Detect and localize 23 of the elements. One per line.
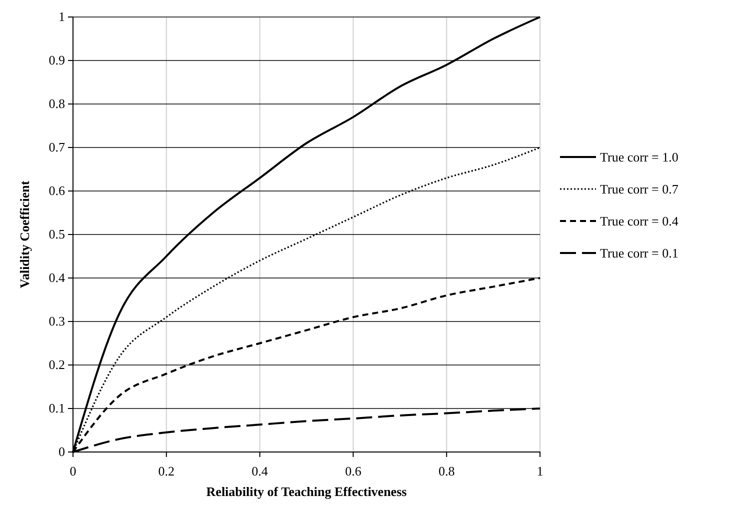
x-tick-label: 0 xyxy=(70,464,76,479)
x-tick-label: 1 xyxy=(536,464,544,479)
y-tick-label: 1 xyxy=(58,9,65,24)
y-axis-title: Validity Coefficient xyxy=(17,180,32,288)
y-tick-label: 0.6 xyxy=(48,183,66,198)
x-tick-label: 0.2 xyxy=(158,464,175,479)
x-tick-label: 0.6 xyxy=(345,464,362,479)
y-tick-label: 0.4 xyxy=(48,270,66,286)
y-tick-label: 0.5 xyxy=(48,226,65,242)
y-tick-label: 0.8 xyxy=(48,96,65,112)
y-tick-label: 0.1 xyxy=(48,400,65,416)
y-tick-label: 0.3 xyxy=(48,314,65,329)
legend-label: True corr = 0.4 xyxy=(600,214,679,229)
y-tick-label: 0 xyxy=(58,444,65,460)
x-tick-label: 0.8 xyxy=(438,464,455,479)
y-tick-label: 0.7 xyxy=(48,140,66,155)
legend-label: True corr = 1.0 xyxy=(600,150,678,165)
x-tick-label: 0.4 xyxy=(252,464,268,479)
y-tick-label: 0.2 xyxy=(48,357,65,372)
legend-label: True corr = 0.1 xyxy=(600,246,678,261)
legend-label: True corr = 0.7 xyxy=(600,182,679,197)
y-tick-label: 0.9 xyxy=(48,52,65,68)
x-axis-title: Reliability of Teaching Effectiveness xyxy=(206,484,407,499)
